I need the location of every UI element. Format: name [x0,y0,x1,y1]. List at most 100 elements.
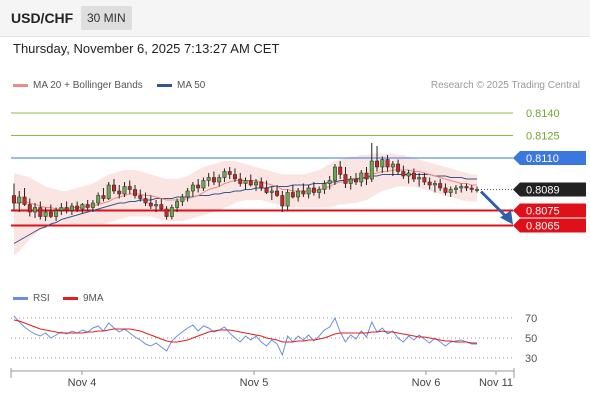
rsi-tick-label: 30 [525,353,537,365]
candle-body [69,205,74,211]
candle-body [380,159,385,168]
level-tag [513,151,586,165]
candle-body [343,174,348,184]
candle-body [364,172,369,180]
candle-body [211,177,216,183]
x-tick-label: Nov 11 [479,377,513,389]
candle-body [296,190,301,198]
candle-body [417,177,422,180]
legend-rsi-ma-label: 9MA [83,293,104,304]
candle-body [27,204,32,213]
x-tick-label: Nov 6 [412,377,441,389]
candle-body [243,180,248,184]
candle-body [469,187,474,190]
candle-body [117,190,122,195]
candle-body [427,181,432,186]
rsi-swatch [13,296,28,300]
level-label: 0.8089 [526,185,560,197]
candle-body [196,184,201,189]
candle-body [175,201,180,208]
x-tick-label: Nov 4 [68,377,97,389]
candle-body [96,195,101,204]
candle-body [90,202,95,208]
candle-body [143,198,148,204]
candle-body [75,205,80,210]
level-tag [513,182,586,197]
candle-body [180,196,185,202]
candle-body [438,183,443,189]
legend-ma20: MA 20 + Bollinger Bands [13,80,143,91]
timeframe-button[interactable]: 30 MIN [81,6,132,30]
ma50-swatch [157,83,172,87]
candle-body [459,186,464,189]
candle-body [354,178,358,183]
legend-rsi: RSI [13,293,50,304]
legend-rsi-label: RSI [33,293,50,304]
candle-body [359,172,364,183]
candle-body [59,207,64,211]
candle-body [422,177,427,183]
candle-body [327,180,332,184]
credit-label: Research © 2025 Trading Central [430,80,580,91]
candle-body [106,184,111,199]
candle-body [222,171,227,178]
candle-body [112,184,116,192]
candle-body [285,192,290,207]
rsi-ma-line [13,319,477,344]
forecast-arrow-head [500,210,513,225]
candle-body [80,204,85,210]
level-label: 0.8140 [526,108,560,120]
candle-body [411,172,416,180]
level-label: 0.8075 [526,206,560,218]
level-label: 0.8125 [526,131,560,143]
candle-body [127,186,132,190]
legend-ma50: MA 50 [157,80,205,91]
candle-body [54,210,59,217]
candle-body [154,204,159,207]
candle-body [306,187,311,195]
candle-body [401,171,406,177]
candle-body [164,208,169,217]
candle-body [190,184,195,192]
level-tag [513,203,586,218]
candle-body [138,195,143,199]
candle-body [290,192,295,198]
candle-body [22,196,27,205]
candle-body [33,207,38,213]
candle-body [406,172,411,177]
candle-body [375,160,379,168]
candle-body [254,181,258,186]
candle-body [133,189,137,196]
candle-body [475,189,479,191]
candle-body [369,160,374,180]
candle-body [443,187,448,193]
candle-body [348,178,353,184]
level-tag [513,218,586,233]
candle-body [448,189,453,193]
level-label: 0.8110 [526,153,559,165]
candle-body [206,177,211,181]
candle-body [238,178,243,184]
candle-body [43,211,48,217]
candle-body [338,166,343,175]
candle-body [12,195,16,204]
x-tick-label: Nov 5 [240,377,269,389]
forecast-arrow-shaft [479,190,509,219]
rsi-ma-swatch [63,296,78,300]
rsi-tick-label: 70 [525,313,537,325]
candle-body [169,207,174,217]
candle-body [185,190,190,198]
candle-body [390,163,395,168]
candle-body [48,211,53,217]
candle-body [332,166,337,181]
candle-body [85,204,90,208]
candle-body [64,207,69,211]
candle-body [148,202,153,207]
candle-body [317,189,322,193]
candle-body [122,186,127,195]
ma20-swatch [13,83,28,87]
candle-body [432,183,437,186]
legend-ma50-label: MA 50 [177,80,206,91]
